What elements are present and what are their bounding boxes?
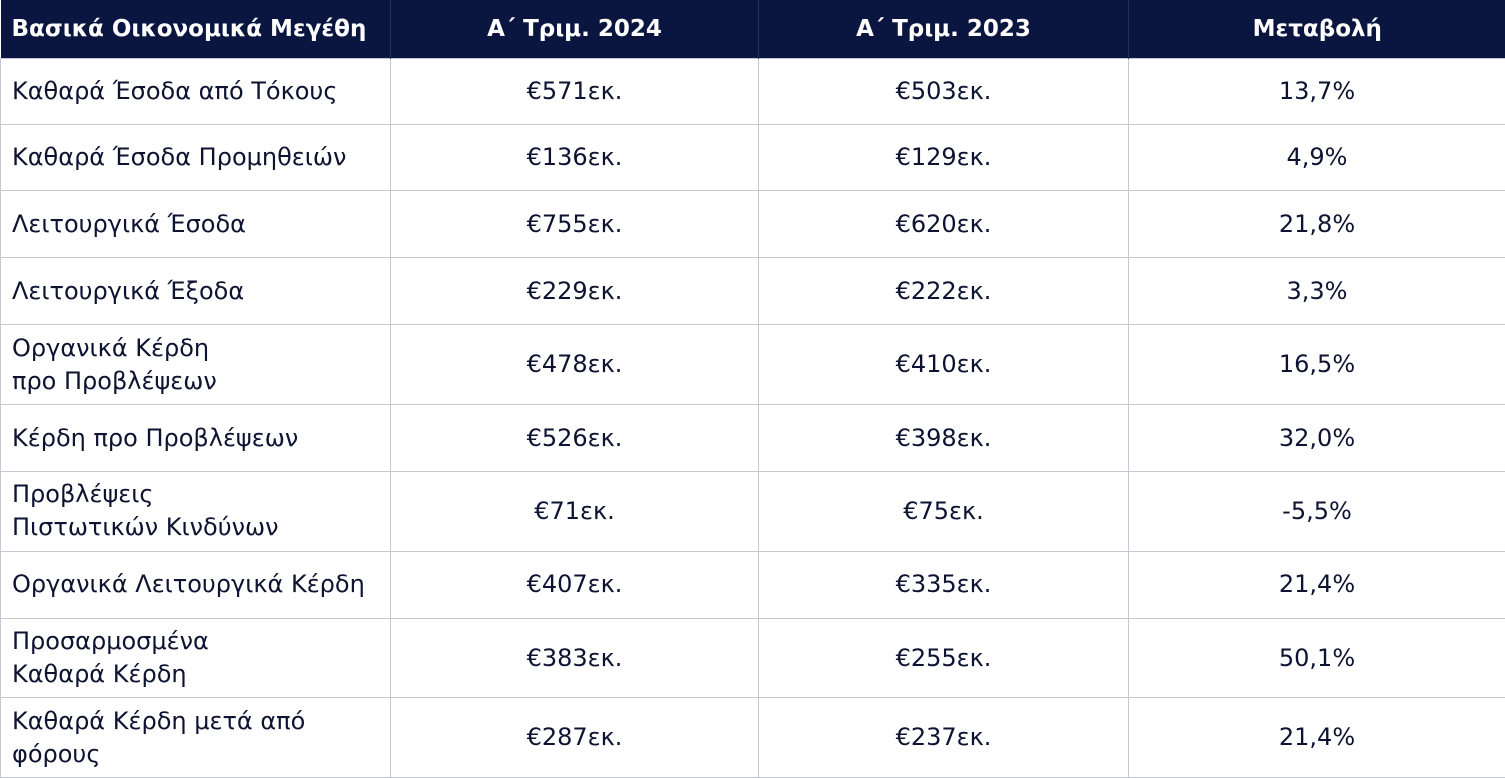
value-change: 21,4%: [1128, 550, 1505, 619]
header-q1-2023: Α΄ Τριμ. 2023: [758, 0, 1129, 58]
value-q1-2023: €237εκ.: [758, 697, 1129, 778]
table-row: Καθαρά Έσοδα Προμηθειών €136εκ. €129εκ. …: [0, 123, 1505, 191]
header-metric: Βασικά Οικονομικά Μεγέθη: [0, 0, 391, 58]
row-label: Καθαρά Έσοδα από Τόκους: [0, 57, 391, 125]
value-q1-2023: €398εκ.: [758, 403, 1129, 473]
value-q1-2024: €71εκ.: [390, 471, 759, 552]
value-change: 3,3%: [1128, 257, 1505, 326]
value-change: 50,1%: [1128, 617, 1505, 699]
value-q1-2023: €222εκ.: [758, 257, 1129, 326]
row-label: Προσαρμοσμένα Καθαρά Κέρδη: [0, 617, 391, 699]
table-row: Κέρδη προ Προβλέψεων €526εκ. €398εκ. 32,…: [0, 403, 1505, 473]
header-q1-2024: Α΄ Τριμ. 2024: [390, 0, 759, 58]
value-q1-2023: €129εκ.: [758, 123, 1129, 191]
value-change: -5,5%: [1128, 471, 1505, 552]
value-change: 32,0%: [1128, 403, 1505, 473]
header-row: Βασικά Οικονομικά Μεγέθη Α΄ Τριμ. 2024 Α…: [0, 0, 1505, 58]
value-q1-2023: €255εκ.: [758, 617, 1129, 699]
table-row: Καθαρά Κέρδη μετά από φόρους €287εκ. €23…: [0, 697, 1505, 778]
value-q1-2024: €755εκ.: [390, 189, 759, 259]
value-q1-2023: €620εκ.: [758, 189, 1129, 259]
row-label: Λειτουργικά Έσοδα: [0, 189, 391, 259]
value-q1-2024: €526εκ.: [390, 403, 759, 473]
value-q1-2023: €503εκ.: [758, 57, 1129, 125]
row-label: Καθαρά Έσοδα Προμηθειών: [0, 123, 391, 191]
value-change: 13,7%: [1128, 57, 1505, 125]
value-q1-2023: €335εκ.: [758, 550, 1129, 619]
value-q1-2024: €383εκ.: [390, 617, 759, 699]
table-row: Λειτουργικά Έξοδα €229εκ. €222εκ. 3,3%: [0, 257, 1505, 326]
value-q1-2024: €229εκ.: [390, 257, 759, 326]
value-q1-2023: €410εκ.: [758, 324, 1129, 405]
row-label: Οργανικά Λειτουργικά Κέρδη: [0, 550, 391, 619]
value-q1-2024: €407εκ.: [390, 550, 759, 619]
table-row: Λειτουργικά Έσοδα €755εκ. €620εκ. 21,8%: [0, 189, 1505, 259]
value-q1-2024: €136εκ.: [390, 123, 759, 191]
value-q1-2023: €75εκ.: [758, 471, 1129, 552]
header-change: Μεταβολή: [1128, 0, 1505, 58]
table-row: Καθαρά Έσοδα από Τόκους €571εκ. €503εκ. …: [0, 57, 1505, 125]
row-label: Καθαρά Κέρδη μετά από φόρους: [0, 697, 391, 778]
table-row: Οργανικά Λειτουργικά Κέρδη €407εκ. €335ε…: [0, 550, 1505, 619]
value-q1-2024: €287εκ.: [390, 697, 759, 778]
value-q1-2024: €571εκ.: [390, 57, 759, 125]
row-label: Κέρδη προ Προβλέψεων: [0, 403, 391, 473]
row-label: Οργανικά Κέρδη προ Προβλέψεων: [0, 324, 391, 405]
table-row: Προσαρμοσμένα Καθαρά Κέρδη €383εκ. €255ε…: [0, 617, 1505, 699]
table-row: Προβλέψεις Πιστωτικών Κινδύνων €71εκ. €7…: [0, 471, 1505, 552]
value-change: 21,8%: [1128, 189, 1505, 259]
value-q1-2024: €478εκ.: [390, 324, 759, 405]
row-label: Λειτουργικά Έξοδα: [0, 257, 391, 326]
row-label: Προβλέψεις Πιστωτικών Κινδύνων: [0, 471, 391, 552]
value-change: 16,5%: [1128, 324, 1505, 405]
table-row: Οργανικά Κέρδη προ Προβλέψεων €478εκ. €4…: [0, 324, 1505, 405]
table-header: Βασικά Οικονομικά Μεγέθη Α΄ Τριμ. 2024 Α…: [0, 0, 1505, 58]
value-change: 21,4%: [1128, 697, 1505, 778]
value-change: 4,9%: [1128, 123, 1505, 191]
table-body: Καθαρά Έσοδα από Τόκους €571εκ. €503εκ. …: [0, 57, 1505, 778]
